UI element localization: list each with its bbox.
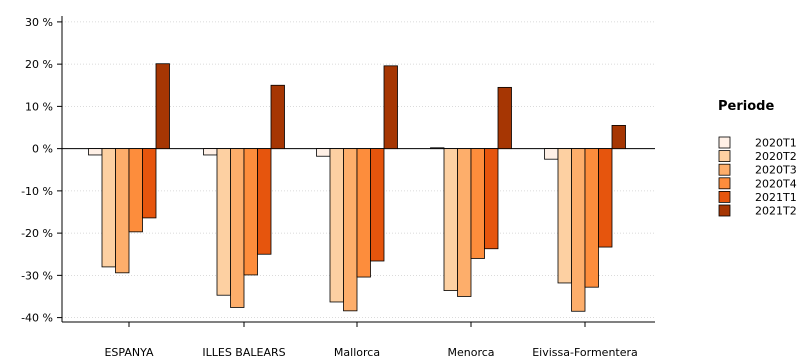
bar-2020t1 bbox=[544, 148, 559, 160]
bar-2021t1 bbox=[484, 148, 499, 250]
bar-2020t3 bbox=[115, 148, 130, 274]
x-tick-label: Menorca bbox=[447, 346, 494, 359]
bar-2021t2 bbox=[270, 84, 285, 150]
bar-2021t2 bbox=[155, 63, 170, 150]
x-tick-label: Eivissa-Formentera bbox=[532, 346, 638, 359]
bar-2020t3 bbox=[343, 148, 358, 312]
bar-2020t3 bbox=[230, 148, 245, 308]
legend-label-2020t1: 2020T1 bbox=[755, 137, 797, 150]
legend-label-2021t2: 2021T2 bbox=[755, 205, 797, 218]
bar-2020t2 bbox=[101, 148, 116, 268]
bar-2020t1 bbox=[316, 148, 331, 157]
bar-2020t2 bbox=[557, 148, 572, 284]
legend-title: Periode bbox=[718, 99, 774, 114]
x-tick-labels: ESPANYA ILLES BALEARS Mallorca Menorca Eivis… bbox=[104, 346, 637, 359]
bar-2020t3 bbox=[571, 148, 586, 312]
bar-2020t2 bbox=[329, 148, 344, 303]
bar-2021t2 bbox=[611, 124, 626, 150]
bar-2020t1 bbox=[430, 147, 445, 150]
legend-label-2020t4: 2020T4 bbox=[755, 177, 797, 190]
y-tick-label: -40 % bbox=[21, 312, 53, 325]
y-tick-label: 20 % bbox=[25, 58, 53, 71]
bar-2020t4 bbox=[356, 148, 371, 278]
bar-2020t4 bbox=[470, 148, 485, 259]
bar-2021t2 bbox=[497, 86, 512, 150]
legend-label-2021t1: 2021T1 bbox=[755, 191, 797, 204]
y-tick-label: 30 % bbox=[25, 16, 53, 29]
bar-2021t1 bbox=[370, 148, 385, 262]
y-tick-label: -10 % bbox=[21, 185, 53, 198]
bar-2020t2 bbox=[216, 148, 231, 296]
y-tick-label: -30 % bbox=[21, 269, 53, 282]
y-tick-labels: 30 % 20 % 10 % 0 % -10 % -20 % -30 % -40 % bbox=[21, 16, 53, 325]
bar-2020t3 bbox=[457, 148, 472, 297]
bar-2021t1 bbox=[257, 148, 272, 255]
legend-label-2020t2: 2020T2 bbox=[755, 150, 797, 163]
legend: Periode 2020T12020T22020T32020T42021T120… bbox=[718, 99, 797, 218]
bar-2021t1 bbox=[598, 148, 613, 248]
legend-swatch-2020t2 bbox=[718, 150, 731, 163]
y-tick-label: 0 % bbox=[32, 143, 53, 156]
legend-swatch-2021t2 bbox=[718, 204, 731, 217]
x-tick-label: Mallorca bbox=[334, 346, 380, 359]
legend-swatch-2021t1 bbox=[718, 190, 731, 203]
bar-2020t1 bbox=[203, 148, 218, 156]
y-tick-label: -20 % bbox=[21, 227, 53, 240]
bars-layer bbox=[88, 63, 626, 312]
y-tick-label: 10 % bbox=[25, 100, 53, 113]
bar-2020t4 bbox=[128, 148, 143, 233]
bar-2021t2 bbox=[383, 65, 398, 150]
x-tick-label: ILLES BALEARS bbox=[202, 346, 285, 359]
legend-swatch-2020t1 bbox=[718, 136, 731, 149]
legend-swatch-2020t3 bbox=[718, 163, 731, 176]
legend-swatch-2020t4 bbox=[718, 177, 731, 190]
bar-2020t4 bbox=[243, 148, 258, 276]
bar-2020t4 bbox=[584, 148, 599, 288]
x-tick-label: ESPANYA bbox=[104, 346, 153, 359]
bar-2021t1 bbox=[142, 148, 157, 219]
legend-label-2020t3: 2020T3 bbox=[755, 164, 797, 177]
bar-2020t1 bbox=[88, 148, 103, 156]
bar-2020t2 bbox=[443, 148, 458, 291]
